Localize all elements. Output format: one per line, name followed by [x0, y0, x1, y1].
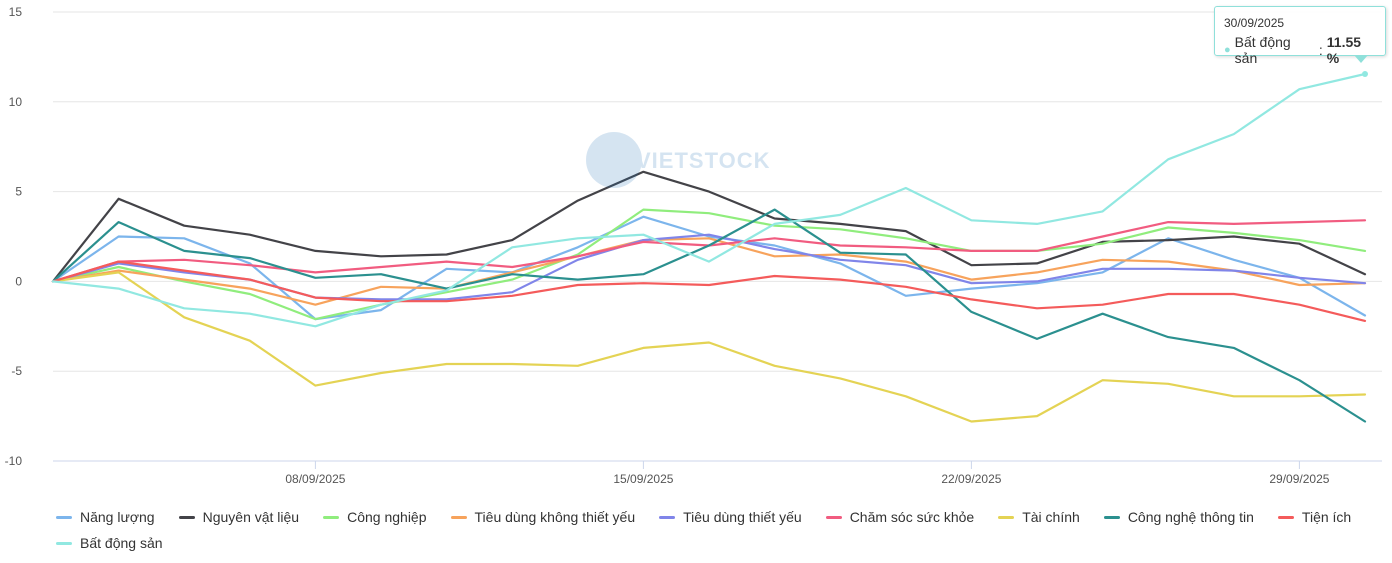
legend-item[interactable]: Năng lượng [56, 509, 155, 525]
series-line-2[interactable] [51, 208, 1367, 321]
series-line-7[interactable] [51, 208, 1367, 423]
legend-swatch-icon [1277, 515, 1294, 519]
legend-item[interactable]: Chăm sóc sức khỏe [825, 509, 975, 525]
legend-label: Tài chính [1022, 509, 1080, 525]
tooltip-arrow [1354, 55, 1368, 63]
series-line-9[interactable] [51, 72, 1367, 328]
tooltip-value: 11.55 % [1326, 34, 1362, 66]
legend-item[interactable]: Công nghiệp [323, 509, 427, 525]
x-tick-label: 08/09/2025 [285, 472, 345, 486]
legend-label: Công nghiệp [347, 509, 427, 525]
legend-swatch-icon [825, 515, 842, 519]
series-line-8[interactable] [51, 260, 1367, 322]
x-tick-label: 22/09/2025 [941, 472, 1001, 486]
y-tick-label: -5 [11, 364, 22, 378]
series-line-0[interactable] [51, 215, 1367, 321]
legend-label: Bất động sản [80, 535, 163, 551]
legend-item[interactable]: Công nghệ thông tin [1103, 509, 1254, 525]
hover-marker [1362, 70, 1368, 77]
series-line-6[interactable] [51, 271, 1367, 423]
legend-label: Tiêu dùng thiết yếu [683, 509, 802, 525]
legend-label: Công nghệ thông tin [1127, 509, 1254, 525]
y-tick-label: 5 [15, 185, 22, 199]
y-tick-label: 15 [9, 5, 23, 19]
legend-item[interactable]: Tiện ích [1277, 509, 1352, 525]
x-tick-label: 29/09/2025 [1269, 472, 1329, 486]
x-axis-ticks: 08/09/2025 15/09/2025 22/09/2025 29/09/2025 [285, 461, 1330, 486]
legend-swatch-icon [450, 515, 467, 519]
y-tick-label: 0 [15, 274, 22, 288]
legend-swatch-icon [323, 515, 340, 519]
tooltip-dot-icon: ● [1224, 44, 1231, 56]
legend-label: Tiêu dùng không thiết yếu [474, 509, 636, 525]
legend-swatch-icon [178, 515, 195, 519]
tooltip-series-name: Bất động sản [1234, 34, 1291, 66]
legend-label: Tiện ích [1301, 509, 1352, 525]
hover-point[interactable] [1362, 70, 1368, 77]
legend-item[interactable]: Bất động sản [56, 535, 163, 551]
legend-label: Nguyên vật liệu [202, 509, 300, 525]
legend-swatch-icon [56, 515, 72, 519]
legend-swatch-icon [56, 541, 72, 545]
series-line-1[interactable] [51, 170, 1367, 283]
x-tick-label: 15/09/2025 [613, 472, 673, 486]
legend-swatch-icon [659, 515, 676, 519]
y-tick-label: 10 [9, 95, 23, 109]
series-line-3[interactable] [51, 237, 1367, 306]
legend-swatch-icon [998, 515, 1015, 519]
tooltip-row: ● Bất động sản: 11.55 % [1224, 34, 1376, 66]
series-lines [51, 72, 1367, 423]
line-chart: 15 10 5 0 -5 -10 08/09/2025 15/09/2025 22/09/20… [5, 5, 1382, 486]
grid-lines [53, 11, 1382, 372]
legend-item[interactable]: Tiêu dùng không thiết yếu [450, 509, 636, 525]
tooltip-date: 30/09/2025 [1224, 16, 1285, 30]
y-tick-label: -10 [5, 454, 23, 468]
legend-item[interactable]: Nguyên vật liệu [178, 509, 300, 525]
legend: Năng lượng Nguyên vật liệu Công nghiệp Tiêu… [56, 509, 1376, 551]
series-line-5[interactable] [51, 219, 1367, 283]
legend-item[interactable]: Tài chính [998, 509, 1080, 525]
legend-item[interactable]: Tiêu dùng thiết yếu [659, 509, 802, 525]
legend-swatch-icon [1103, 515, 1120, 519]
legend-label: Chăm sóc sức khỏe [849, 509, 975, 525]
y-axis-ticks: 15 10 5 0 -5 -10 [5, 5, 23, 468]
legend-label: Năng lượng [80, 509, 155, 525]
tooltip: 30/09/2025 ● Bất động sản: 11.55 % [1214, 6, 1386, 66]
tooltip-colon: : [1318, 42, 1323, 58]
